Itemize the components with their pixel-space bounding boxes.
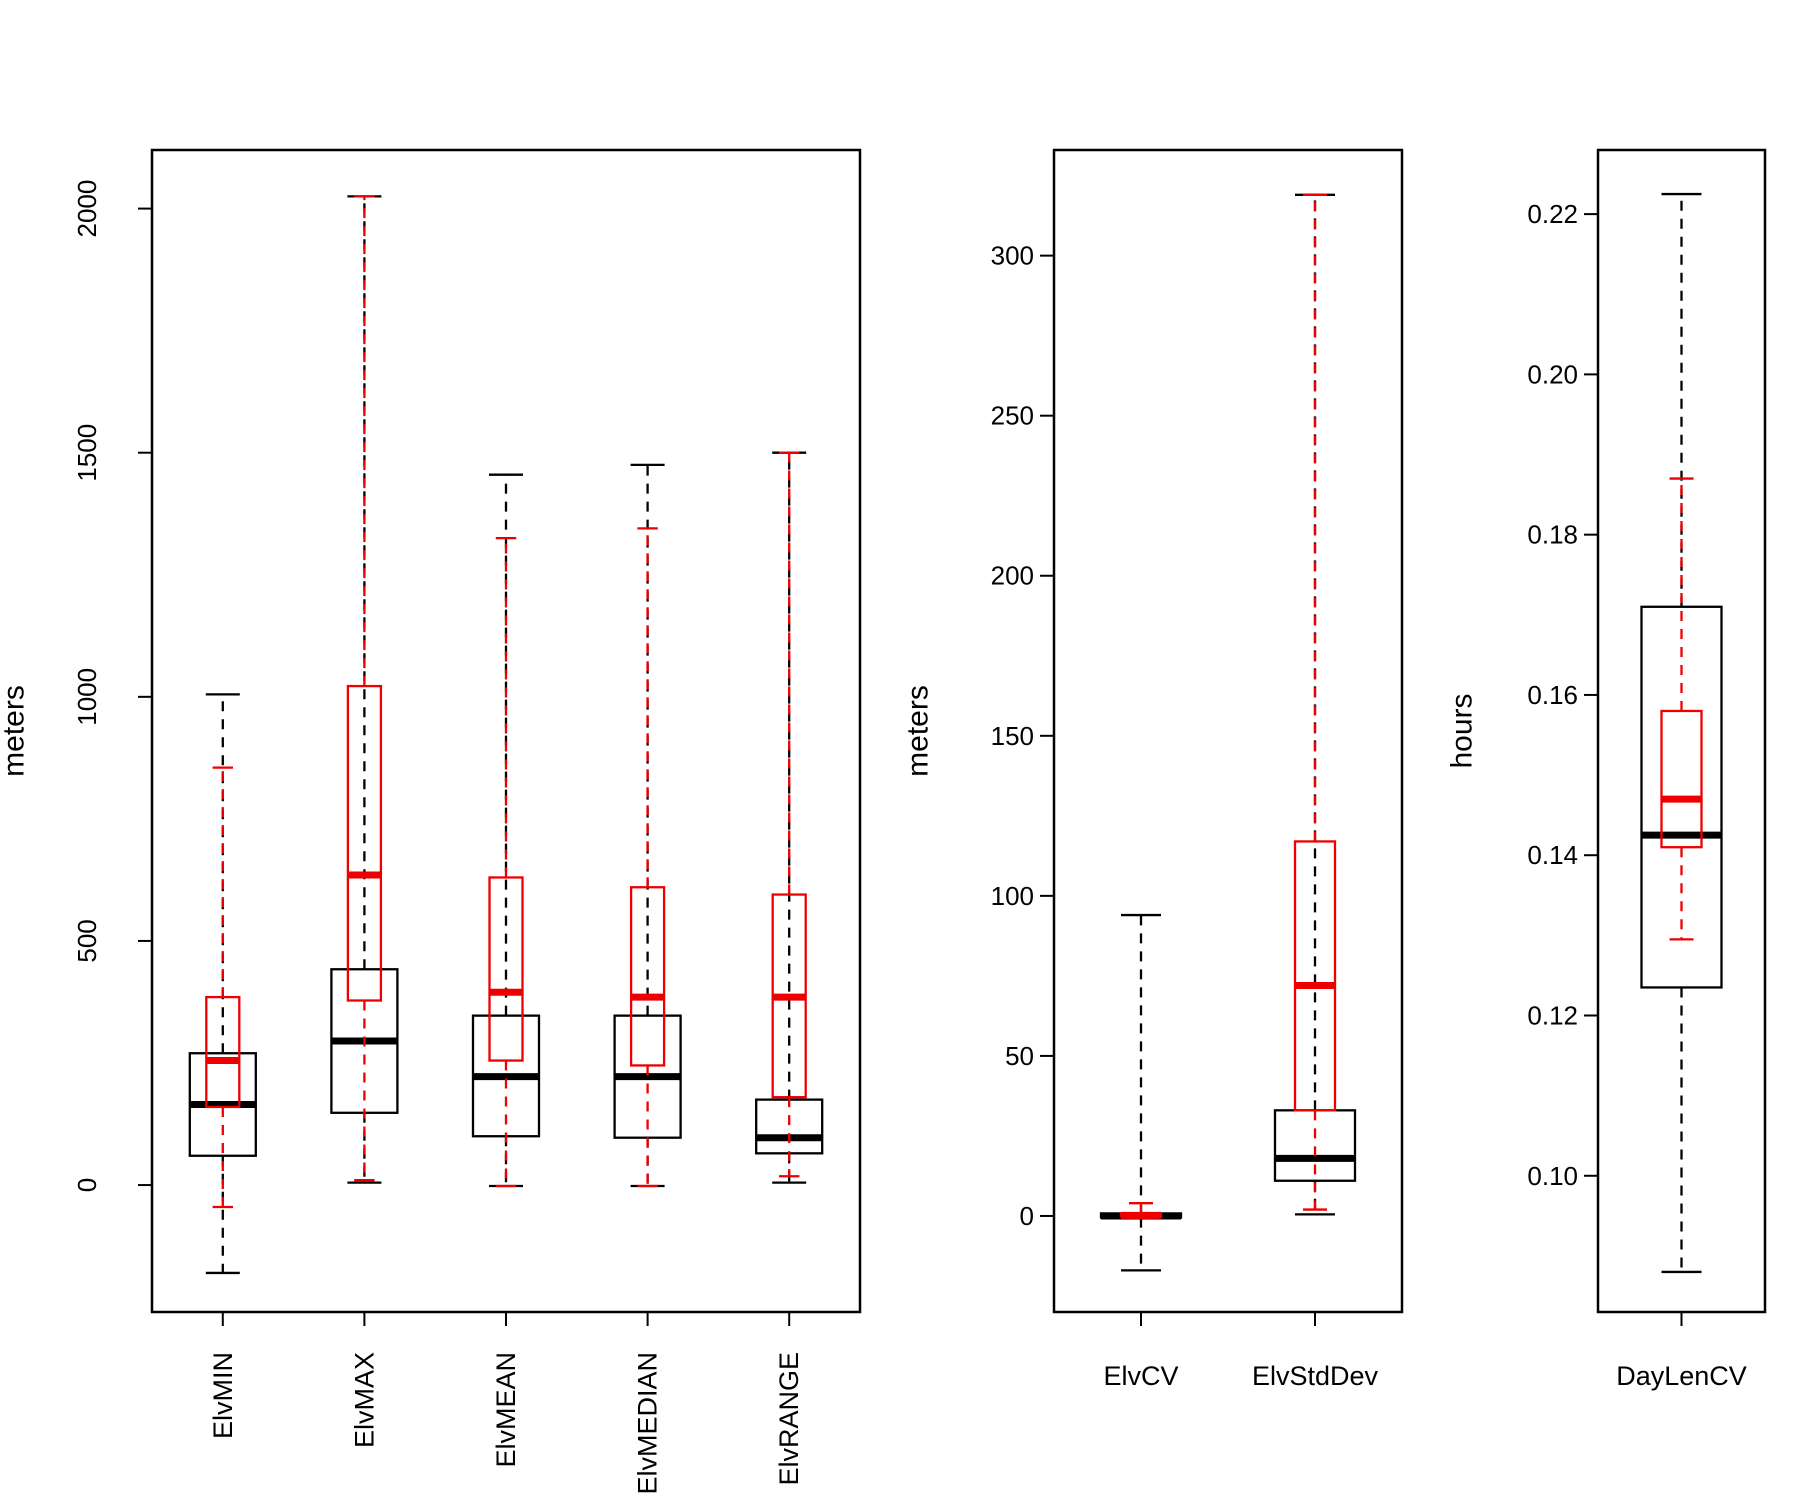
y-tick-label: 0.16 xyxy=(1527,680,1578,710)
y-tick-label: 0 xyxy=(72,1178,102,1192)
boxplot-panel-1: 0 500 1000 1500 2000 meters ElvMIN ElvMAX ElvMEA… xyxy=(0,148,862,1495)
box-red-elvstddev xyxy=(1293,193,1337,1211)
iqr-box xyxy=(1640,605,1723,989)
box-red-elvmax xyxy=(346,195,383,1182)
y-tick-label: 150 xyxy=(991,721,1034,751)
y-tick-label: 1500 xyxy=(72,424,102,482)
box-red-elvmean xyxy=(488,536,524,1188)
y-tick-label: 2000 xyxy=(72,180,102,238)
category-label-elvmax: ElvMAX xyxy=(349,1352,379,1448)
y-tick-label: 250 xyxy=(991,401,1034,431)
plot-frame xyxy=(1052,148,1404,1314)
box-red-elvmedian xyxy=(629,527,666,1188)
y-tick-label: 0.20 xyxy=(1527,359,1578,389)
y-tick-label: 0.22 xyxy=(1527,199,1578,229)
y-tick-label: 0.12 xyxy=(1527,1000,1578,1030)
boxplot-panel-3: 0.10 0.12 0.14 0.16 0.18 0.20 0.22 hours DayLenC… xyxy=(1446,148,1767,1391)
box-red-elvmin xyxy=(205,766,241,1209)
iqr-box xyxy=(629,886,666,1067)
y-tick-label: 0 xyxy=(1020,1201,1034,1231)
iqr-box xyxy=(346,684,383,1002)
y-axis-title: meters xyxy=(902,685,935,777)
boxplot-panel-2: 0 50 100 150 200 250 300 meters ElvCV ElvStdDev xyxy=(902,148,1404,1391)
y-tick-label: 100 xyxy=(991,881,1034,911)
box-red-elvrange xyxy=(771,451,807,1178)
iqr-box xyxy=(1660,709,1703,849)
y-tick-label: 0.18 xyxy=(1527,520,1578,550)
y-tick-label: 0.14 xyxy=(1527,840,1578,870)
y-axis-title: hours xyxy=(1446,693,1479,768)
y-tick-label: 1000 xyxy=(72,668,102,726)
category-label-elvrange: ElvRANGE xyxy=(774,1352,804,1486)
category-label-elvstddev: ElvStdDev xyxy=(1252,1361,1379,1391)
box-black-elvcv xyxy=(1099,913,1183,1272)
y-tick-label: 0.10 xyxy=(1527,1161,1578,1191)
category-label-elvcv: ElvCV xyxy=(1103,1361,1178,1391)
box-red-elvcv xyxy=(1119,1202,1163,1219)
category-label-elvmin: ElvMIN xyxy=(208,1352,238,1439)
category-label-elvmean: ElvMEAN xyxy=(491,1352,521,1468)
y-axis-title: meters xyxy=(0,685,31,777)
iqr-box xyxy=(488,876,524,1062)
y-tick-label: 50 xyxy=(1005,1041,1034,1071)
y-tick-label: 300 xyxy=(991,241,1034,271)
iqr-box xyxy=(1293,840,1337,1112)
iqr-box xyxy=(205,995,241,1109)
box-red-daylencv xyxy=(1660,477,1703,941)
category-label-elvmedian: ElvMEDIAN xyxy=(633,1352,663,1495)
y-tick-label: 500 xyxy=(72,919,102,962)
box-black-daylencv xyxy=(1640,192,1723,1274)
category-label-daylencv: DayLenCV xyxy=(1616,1361,1747,1391)
y-tick-label: 200 xyxy=(991,561,1034,591)
